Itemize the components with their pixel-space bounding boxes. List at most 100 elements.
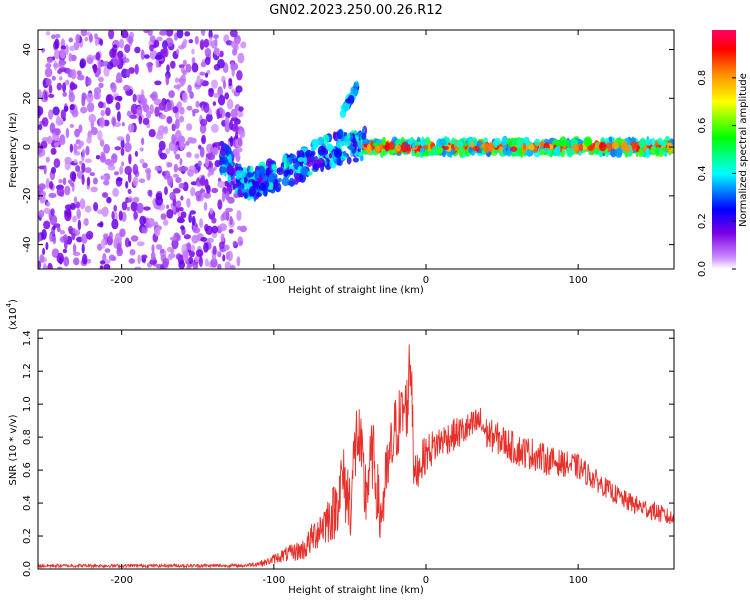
heatmap-cell: [361, 132, 367, 141]
heatmap-cell: [41, 229, 47, 240]
heatmap-cell: [120, 147, 125, 156]
heatmap-cell: [75, 165, 81, 172]
heatmap-region-noise: [38, 30, 247, 269]
colorbar-tick-label: 0.0: [697, 261, 708, 277]
heatmap-cell: [94, 33, 98, 40]
spectrogram-plot: [38, 30, 674, 269]
heatmap-cell: [227, 154, 232, 164]
heatmap-cell: [70, 69, 77, 80]
heatmap-cell: [188, 256, 194, 264]
heatmap-cell: [48, 109, 54, 120]
heatmap-cell: [127, 36, 134, 44]
heatmap-cell: [162, 40, 168, 50]
heatmap-cell: [174, 153, 181, 160]
heatmap-cell: [62, 82, 67, 93]
heatmap-cell: [62, 248, 68, 254]
heatmap-cell: [194, 153, 200, 159]
heatmap-cell: [56, 187, 65, 197]
heatmap-cell: [134, 64, 139, 75]
heatmap-cell: [226, 164, 235, 176]
heatmap-cell: [137, 254, 141, 265]
heatmap-cell: [75, 201, 81, 209]
heatmap-cell: [204, 258, 209, 267]
heatmap-cell: [38, 209, 45, 218]
heatmap-cell: [50, 166, 57, 174]
heatmap-cell: [214, 160, 221, 168]
heatmap-cell: [175, 129, 182, 141]
heatmap-cell: [42, 265, 48, 269]
heatmap-cell: [81, 174, 85, 186]
heatmap-cell: [139, 158, 145, 164]
y-tick-label: 1.2: [22, 363, 33, 379]
heatmap-cell: [69, 143, 74, 153]
heatmap-cell: [554, 147, 558, 156]
heatmap-cell: [111, 211, 115, 220]
heatmap-cell: [101, 175, 107, 180]
heatmap-cell: [221, 191, 226, 203]
heatmap-cell: [189, 210, 196, 215]
heatmap-cell: [39, 254, 45, 263]
heatmap-cell: [213, 34, 219, 39]
heatmap-cell: [192, 111, 196, 117]
heatmap-cell: [123, 84, 131, 92]
heatmap-cell: [48, 93, 55, 98]
heatmap-cell: [190, 187, 196, 197]
heatmap-cell: [172, 199, 177, 207]
heatmap-cell: [510, 146, 518, 152]
heatmap-cell: [140, 49, 145, 60]
heatmap-cell: [237, 52, 245, 64]
heatmap-cell: [343, 151, 347, 157]
heatmap-cell: [206, 184, 211, 194]
heatmap-cell: [86, 176, 91, 186]
heatmap-cell: [79, 198, 86, 210]
heatmap-cell: [128, 123, 135, 133]
x-tick-label: 0: [423, 575, 429, 586]
heatmap-cell: [48, 192, 57, 199]
heatmap-cell: [107, 161, 115, 167]
y-tick-label: -40: [22, 236, 33, 252]
heatmap-cell: [476, 140, 482, 148]
heatmap-cell: [38, 89, 42, 99]
heatmap-cell: [516, 138, 524, 149]
heatmap-cell: [186, 264, 192, 269]
heatmap-cell: [155, 196, 164, 206]
heatmap-cell: [328, 153, 333, 159]
heatmap-cell: [211, 187, 219, 194]
heatmap-cell: [227, 196, 235, 204]
heatmap-cell: [598, 150, 603, 156]
heatmap-cell: [297, 157, 305, 162]
colorbar-tick-label: 0.2: [697, 213, 708, 229]
heatmap-cell: [638, 148, 643, 158]
heatmap-cell: [208, 30, 213, 40]
heatmap-cell: [186, 197, 191, 208]
heatmap-cell: [527, 143, 535, 151]
heatmap-cell: [391, 149, 396, 154]
heatmap-cell: [116, 136, 125, 142]
heatmap-cell: [81, 149, 86, 158]
heatmap-cell: [238, 106, 244, 112]
heatmap-cell: [203, 242, 209, 253]
heatmap-cell: [213, 47, 220, 55]
heatmap-cell: [46, 57, 54, 64]
heatmap-cell: [566, 147, 574, 158]
heatmap-cell: [54, 49, 60, 60]
heatmap-cell: [223, 80, 226, 90]
heatmap-cell: [179, 158, 183, 166]
heatmap-cell: [300, 166, 309, 176]
heatmap-cell: [189, 91, 194, 99]
heatmap-cell: [70, 182, 74, 187]
heatmap-cell: [262, 175, 268, 182]
heatmap-cell: [99, 154, 106, 163]
heatmap-cell: [75, 33, 81, 44]
heatmap-cell: [85, 230, 94, 240]
heatmap-cell: [149, 35, 156, 43]
heatmap-cell: [113, 204, 117, 212]
heatmap-cell: [102, 192, 109, 198]
heatmap-cell: [372, 142, 380, 147]
heatmap-cell: [229, 216, 233, 225]
heatmap-cell: [650, 146, 656, 156]
heatmap-cell: [200, 237, 208, 242]
heatmap-cell: [660, 140, 667, 146]
heatmap-cell: [65, 79, 70, 86]
y-tick-label: 20: [22, 92, 33, 105]
